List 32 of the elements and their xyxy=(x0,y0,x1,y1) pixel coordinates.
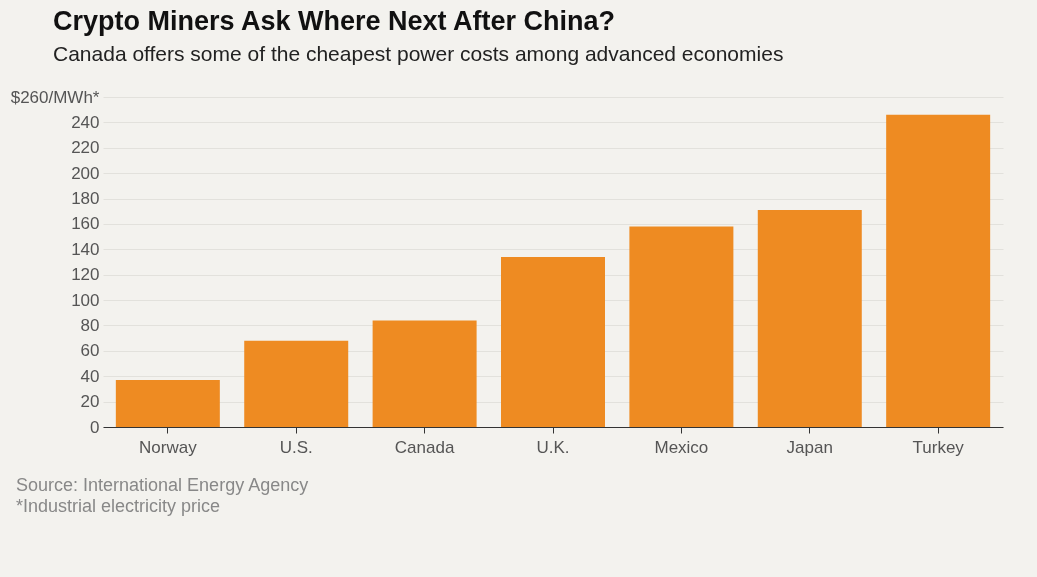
x-tick-label: U.S. xyxy=(279,437,313,457)
x-tick-label: Norway xyxy=(139,437,198,457)
chart-title: Crypto Miners Ask Where Next After China? xyxy=(53,6,616,36)
bar xyxy=(886,114,991,427)
bar xyxy=(501,256,605,427)
y-tick-label: 40 xyxy=(80,366,100,386)
y-tick-label: 0 xyxy=(90,417,100,437)
x-tick-label: Mexico xyxy=(654,437,709,457)
x-tick-label: U.K. xyxy=(536,437,570,457)
y-tick-label: 80 xyxy=(80,315,100,335)
bar xyxy=(372,320,477,427)
bar xyxy=(757,209,862,427)
y-tick-label: 240 xyxy=(71,112,100,132)
y-tick-label: 100 xyxy=(71,290,100,310)
x-tick-label: Canada xyxy=(394,437,455,457)
bar xyxy=(629,226,734,427)
x-tick-label: Japan xyxy=(786,437,833,457)
y-tick-label: $260/MWh* xyxy=(10,87,100,107)
y-tick-label: 140 xyxy=(71,239,100,259)
bar xyxy=(115,380,220,427)
source-note: Source: International Energy Agency xyxy=(16,475,310,496)
text: *Industrial electricity price xyxy=(16,496,222,517)
y-tick-label: 20 xyxy=(80,392,100,412)
bar xyxy=(244,340,349,427)
y-tick-label: 160 xyxy=(71,214,100,234)
y-tick-label: 220 xyxy=(71,138,100,158)
x-tick-label: Turkey xyxy=(912,437,965,457)
y-tick-label: 120 xyxy=(71,265,100,285)
chart-subtitle: Canada offers some of the cheapest power costs among advanced economies xyxy=(53,42,784,65)
y-tick-label: 180 xyxy=(71,189,100,209)
y-tick-label: 200 xyxy=(71,163,100,183)
y-tick-label: 60 xyxy=(80,341,100,361)
